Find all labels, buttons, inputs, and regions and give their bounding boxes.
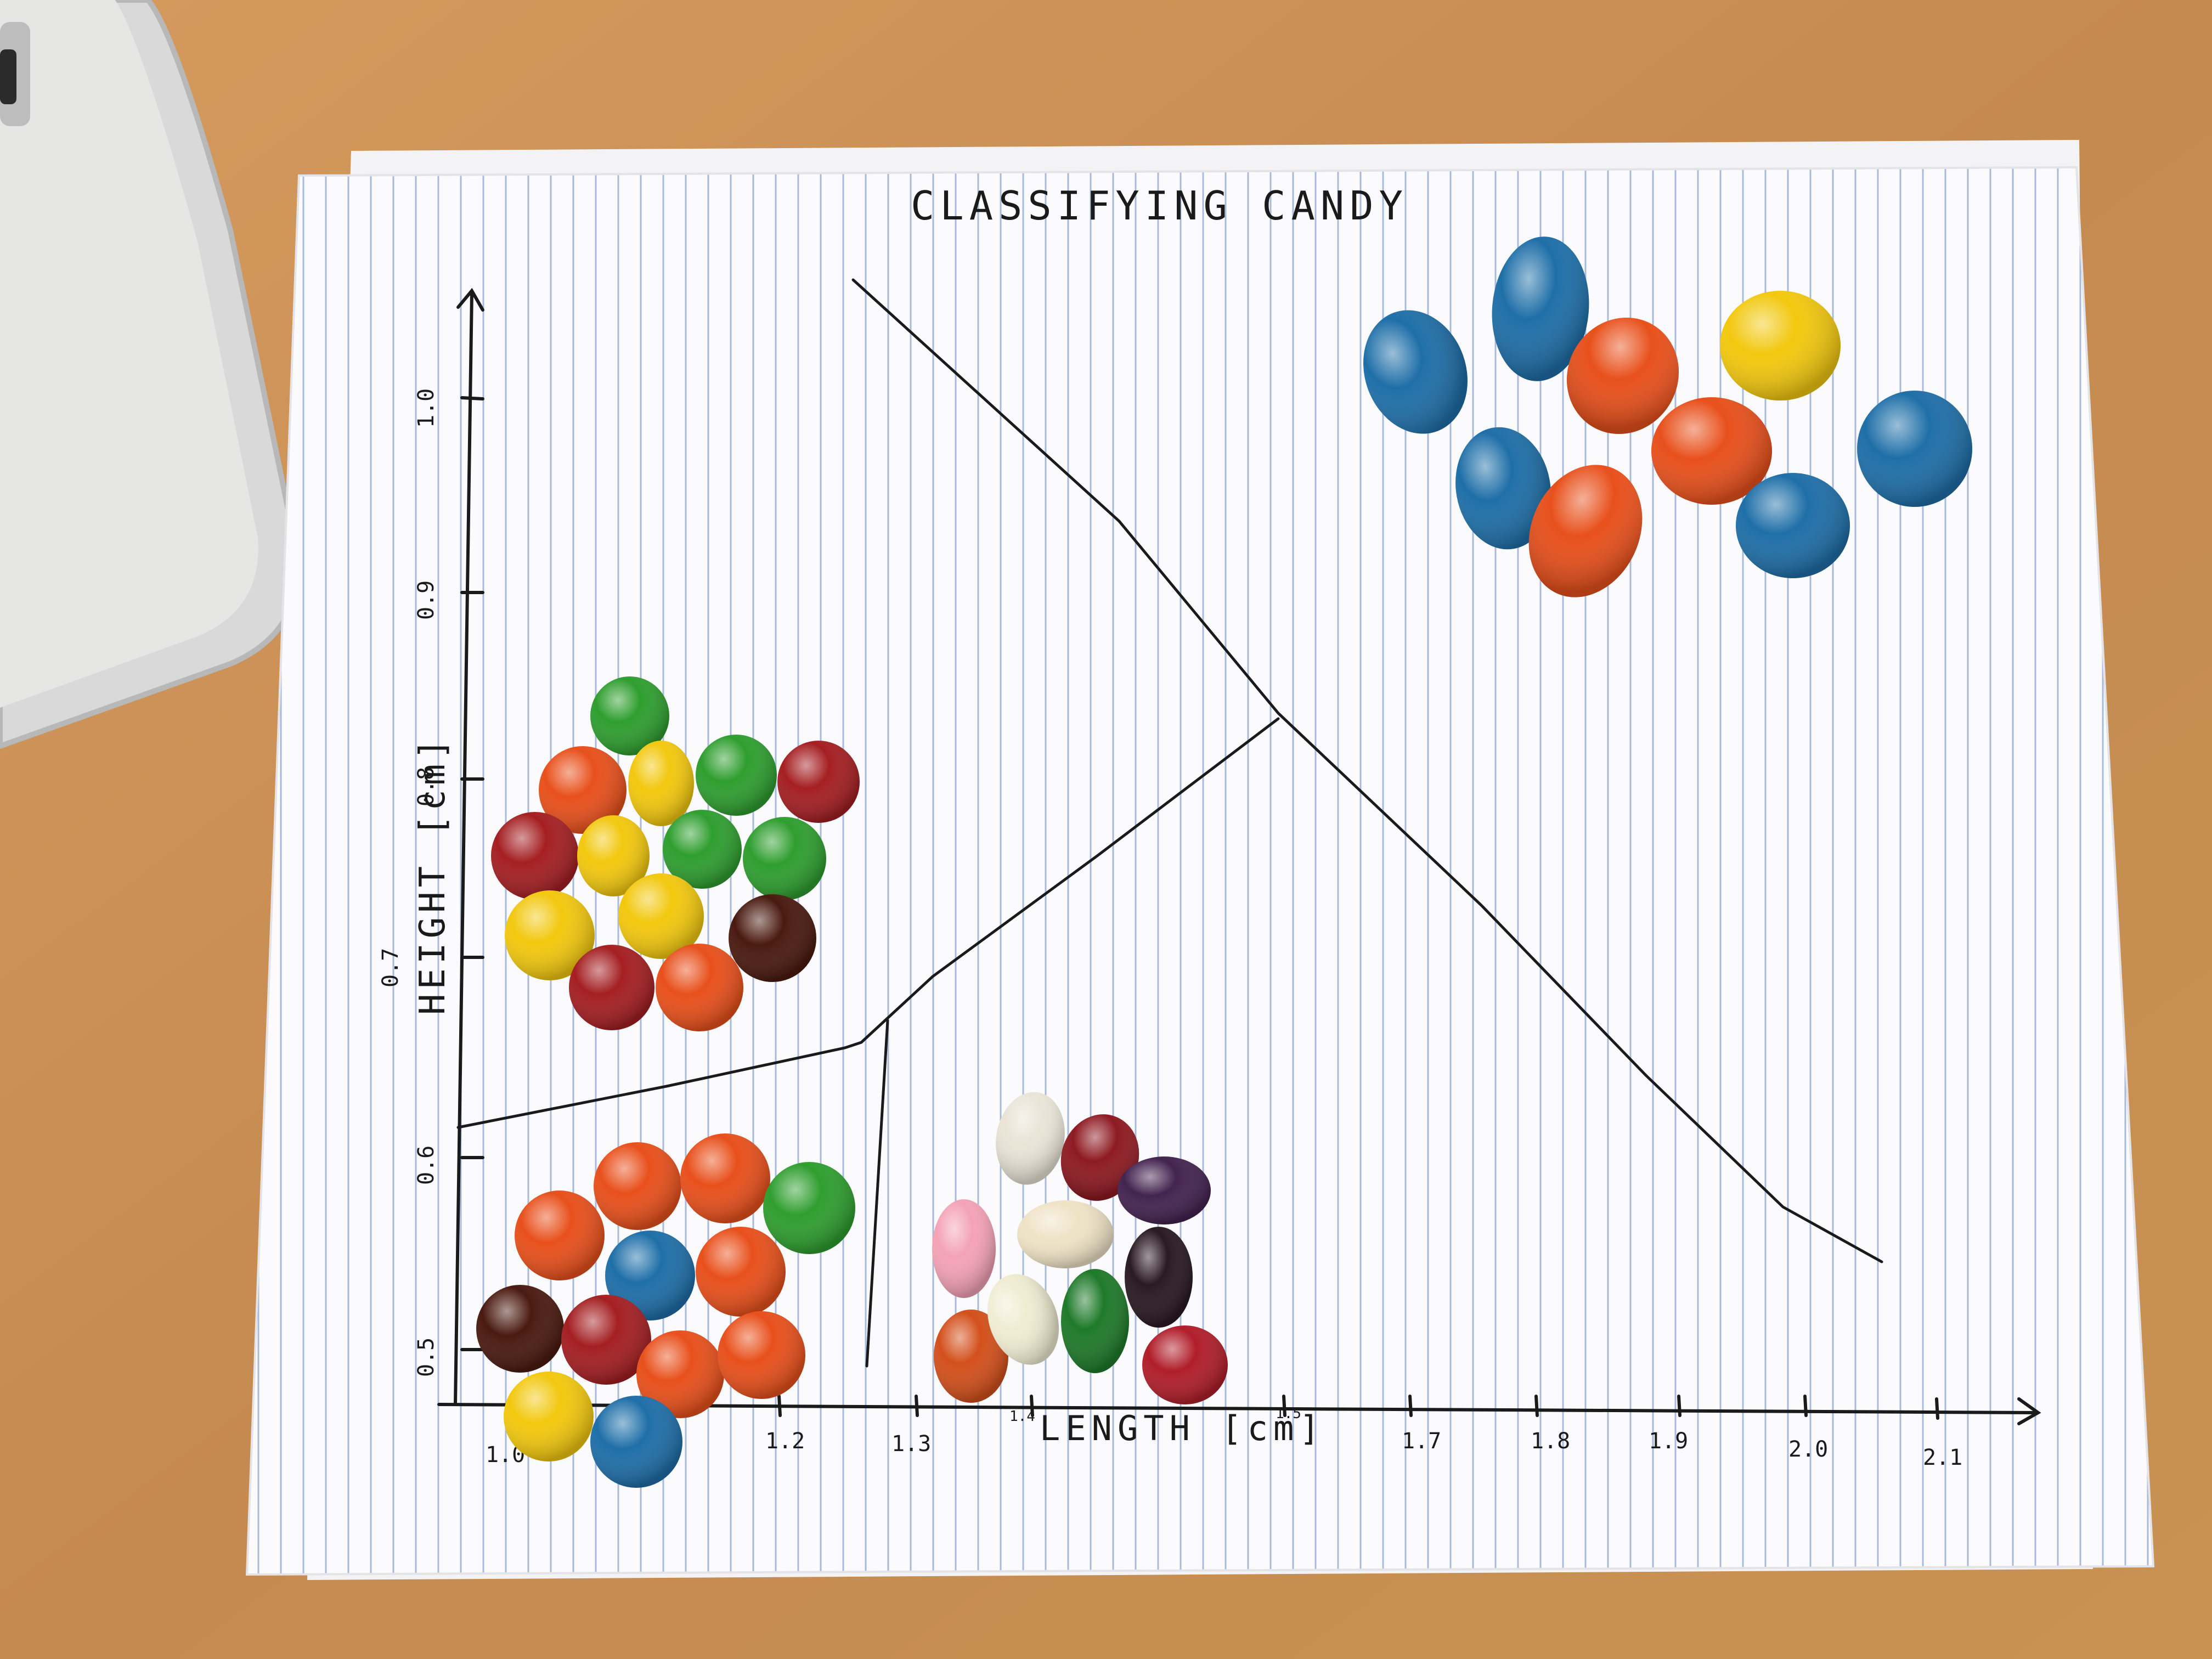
x-axis-arrow [2017, 1397, 2041, 1425]
x-tick-label: 2.1 [1923, 1445, 1962, 1470]
skittles [491, 676, 860, 1031]
boundary-lower [456, 717, 1280, 1129]
y-tick-label: 0.6 [414, 1146, 439, 1185]
x-tick-labels: 1.0 1.2 1.3 1.4 1.5 1.7 1.8 1.9 2.0 2.1 [486, 1406, 1962, 1470]
y-tick-label: 0.9 [414, 580, 439, 620]
x-tick-label: 1.9 [1649, 1429, 1688, 1454]
boundary-vertical [865, 1019, 889, 1368]
x-tick-label: 1.4 [1009, 1408, 1035, 1425]
y-axis [454, 292, 473, 1406]
laptop-corner [0, 0, 301, 749]
x-tick-label: 2.0 [1788, 1437, 1828, 1462]
x-tick-label: 1.8 [1531, 1429, 1570, 1454]
x-tick-label: 1.3 [891, 1431, 931, 1457]
y-tick-label: 0.5 [414, 1338, 439, 1377]
y-tick-labels: 1.0 0.9 0.8 0.7 0.6 0.5 [378, 388, 439, 1377]
x-axis-label: LENGTH [cm] [1040, 1408, 1325, 1448]
x-tick-label: 1.5 [1276, 1406, 1301, 1422]
y-tick-label: 1.0 [414, 388, 439, 428]
y-axis-label: HEIGHT [cm] [413, 734, 453, 1015]
y-axis-arrow [456, 287, 484, 312]
y-tick-label: 0.8 [414, 767, 439, 806]
x-tick-label: 1.2 [765, 1429, 805, 1454]
peanut-m-and-ms [1363, 236, 1972, 597]
boundary-diagonal [851, 278, 1883, 1263]
y-tick-label: 0.7 [378, 948, 403, 988]
plain-m-and-ms [476, 1133, 855, 1488]
x-tick-label: 1.7 [1402, 1429, 1441, 1454]
chart-title: CLASSIFYING CANDY [911, 183, 1408, 229]
jelly-beans [932, 1092, 1228, 1404]
decision-boundaries [456, 278, 1883, 1368]
